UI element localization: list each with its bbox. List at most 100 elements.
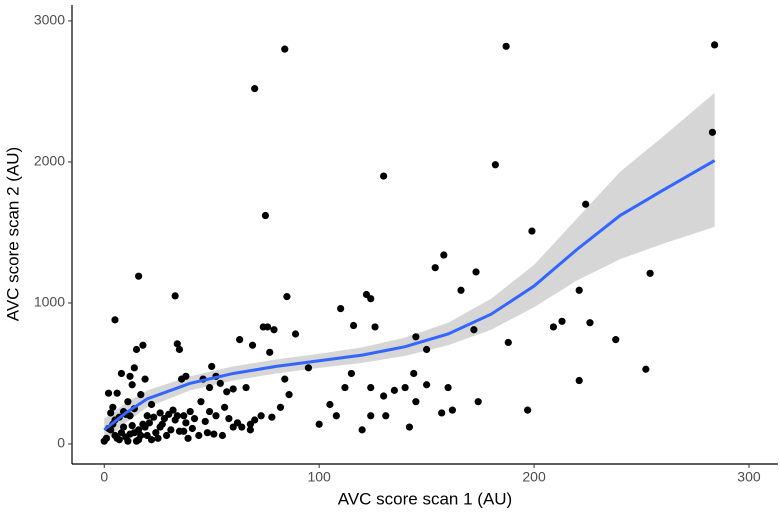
point [270, 326, 278, 334]
y-tick-label: 0 [57, 435, 65, 451]
point [246, 426, 254, 434]
point [423, 381, 431, 389]
point [444, 383, 452, 392]
y-tick-label: 2000 [34, 153, 65, 169]
point [285, 391, 293, 399]
point [642, 365, 650, 373]
point [128, 381, 136, 389]
point [371, 323, 379, 331]
point [171, 416, 179, 424]
point [175, 345, 184, 354]
confidence-band [104, 92, 715, 442]
point [470, 326, 478, 334]
point [156, 409, 164, 417]
point [558, 317, 566, 325]
point [431, 264, 439, 272]
point [448, 406, 457, 414]
point [646, 269, 654, 277]
point [205, 407, 214, 416]
point [382, 412, 390, 420]
point [124, 398, 132, 406]
point [457, 286, 465, 294]
point [524, 406, 532, 414]
point [113, 389, 121, 397]
point [154, 434, 162, 442]
x-tick-label: 300 [737, 469, 761, 485]
point [225, 414, 233, 423]
point [528, 227, 536, 235]
point [582, 200, 590, 208]
point [291, 330, 300, 338]
point [220, 403, 229, 411]
fit-line [103, 159, 716, 432]
point [212, 412, 220, 420]
point [304, 364, 313, 372]
point [358, 426, 366, 434]
point [423, 345, 431, 354]
point [188, 424, 196, 433]
point [201, 417, 209, 426]
y-tick-label: 1000 [34, 294, 65, 310]
point [504, 338, 512, 347]
point [218, 431, 227, 440]
point [242, 383, 250, 392]
point [326, 400, 334, 409]
point [710, 41, 719, 49]
point [236, 336, 244, 344]
point [210, 430, 218, 438]
point [190, 414, 199, 423]
point [173, 340, 181, 348]
point [165, 410, 173, 418]
point [349, 321, 358, 330]
point [147, 436, 156, 444]
point [216, 379, 224, 387]
point [341, 383, 349, 392]
point [197, 398, 205, 406]
point [223, 388, 231, 396]
point [315, 420, 323, 428]
point [405, 423, 414, 431]
point [135, 272, 143, 280]
point [261, 211, 270, 220]
point [107, 409, 115, 417]
point [233, 419, 242, 427]
point [175, 427, 184, 435]
point [266, 348, 274, 356]
point [119, 423, 128, 431]
point [367, 383, 375, 392]
point [205, 383, 214, 392]
y-tick-label: 3000 [34, 12, 65, 28]
point [257, 412, 265, 420]
point [612, 336, 620, 344]
point [111, 316, 119, 324]
point [251, 85, 259, 93]
point [143, 412, 151, 420]
point [332, 412, 340, 420]
point [111, 431, 119, 440]
x-axis-title: AVC score scan 1 (AU) [338, 489, 512, 508]
point [139, 341, 147, 349]
point [263, 323, 272, 331]
point [126, 372, 134, 380]
point [708, 128, 717, 136]
point [137, 391, 145, 399]
point [472, 268, 480, 276]
point [208, 362, 216, 371]
point [337, 305, 345, 313]
point [401, 383, 409, 392]
point [162, 431, 171, 440]
point [380, 172, 388, 180]
point [347, 369, 355, 378]
point [248, 341, 257, 349]
point [367, 412, 375, 420]
y-axis-title: AVC score scan 2 (AU) [3, 147, 22, 321]
point [276, 403, 285, 411]
point [135, 436, 143, 444]
point [268, 413, 276, 421]
point [410, 369, 418, 378]
point [117, 369, 126, 378]
point [195, 431, 203, 440]
point [229, 385, 237, 393]
point [281, 375, 289, 383]
